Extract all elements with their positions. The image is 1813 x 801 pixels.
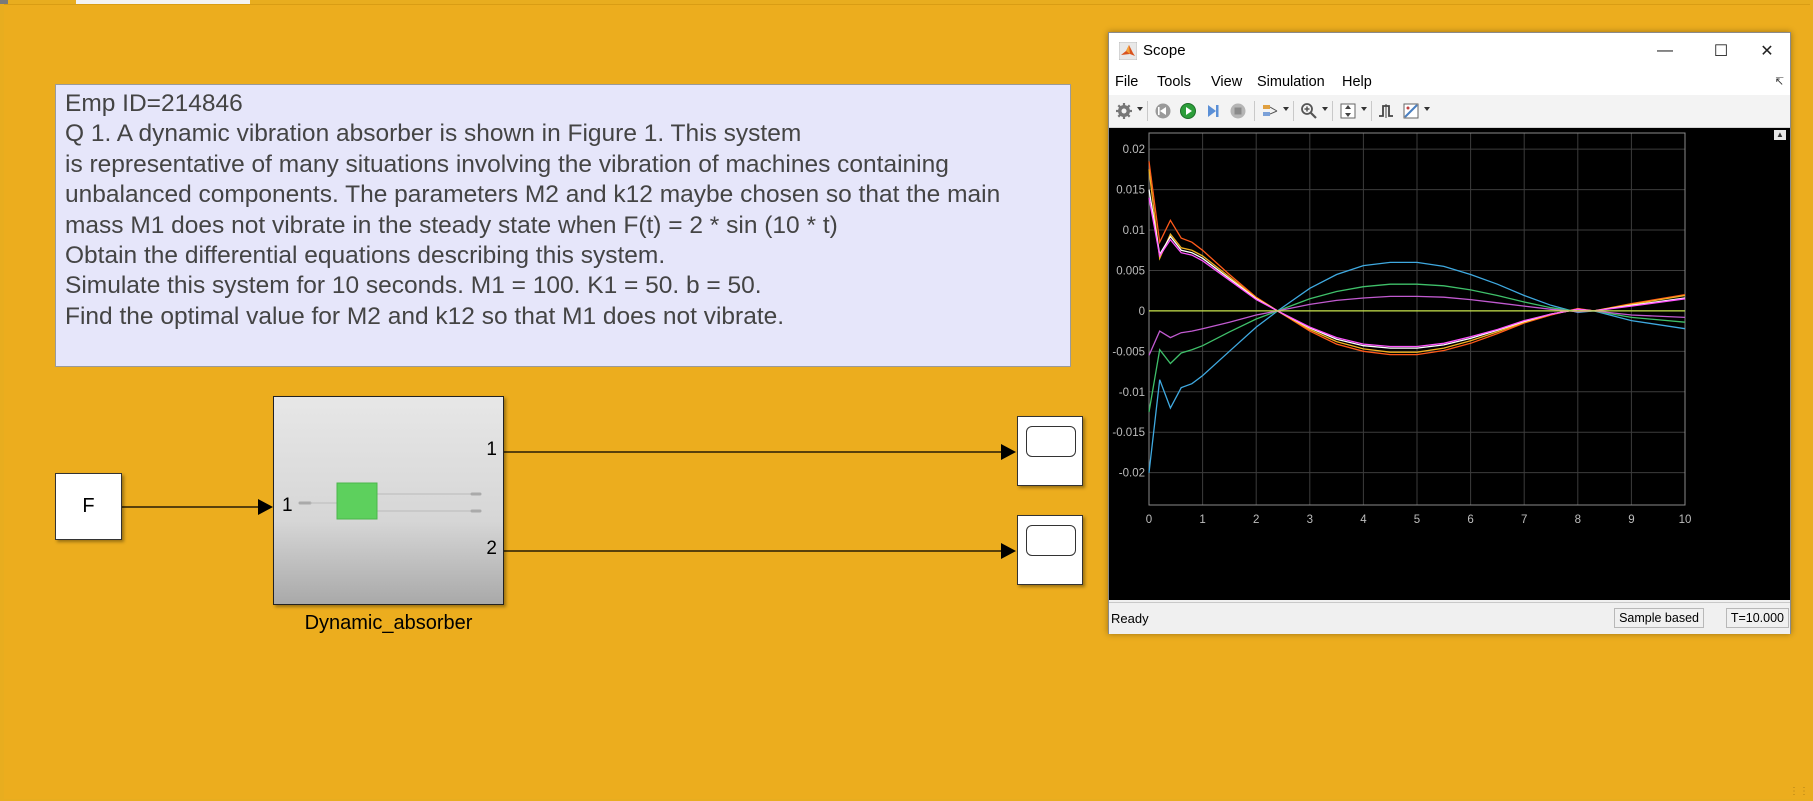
signal-highlight-icon[interactable] [1261,102,1279,120]
x-tick-label: 2 [1253,514,1259,526]
annotation-box[interactable]: Emp ID=214846 Q 1. A dynamic vibration a… [55,84,1071,367]
arrow-head-icon [258,499,273,515]
annotation-line: Q 1. A dynamic vibration absorber is sho… [65,120,802,148]
highlight-dropdown-icon[interactable] [1283,107,1289,111]
stop-icon[interactable] [1229,102,1247,120]
close-button[interactable]: ✕ [1760,43,1774,60]
x-tick-label: 10 [1679,514,1692,526]
annotation-line: Emp ID=214846 [65,90,243,117]
time-indicator: T=10.000 [1725,608,1789,628]
x-tick-label: 3 [1307,514,1313,526]
annotation-line: Simulate this system for 10 seconds. M1 … [65,272,762,300]
toolbar-separator [1293,101,1294,121]
scope-plot[interactable]: 0 1 2 3 4 5 6 7 8 9 10 -0.02 -0.015 -0.01 -0.005 0 0.005… [1109,128,1790,600]
expand-axes-icon[interactable]: ▲ [1774,130,1786,140]
scope-window[interactable]: Scope — ☐ ✕ File Tools View Simulation H… [1108,32,1791,634]
measurements-icon[interactable] [1402,102,1420,120]
menu-file[interactable]: File [1115,74,1139,90]
resize-grip-icon[interactable]: ⋮⋮ [1789,786,1809,797]
annotation-line: mass M1 does not vibrate in the steady s… [65,211,838,239]
outport-1-label: 1 [486,439,497,460]
minimize-button[interactable]: — [1657,42,1673,59]
y-tick-label: -0.005 [1112,346,1145,358]
scale-axes-icon[interactable] [1339,102,1357,120]
x-tick-label: 8 [1575,514,1581,526]
status-text: Ready [1111,611,1149,626]
x-tick-label: 9 [1628,514,1634,526]
outport-2-label: 2 [486,538,497,559]
toolbar-separator [1147,101,1148,121]
x-tick-label: 7 [1521,514,1527,526]
matlab-icon [1119,42,1137,60]
subsystem-block[interactable]: 1 1 2 [273,396,504,605]
run-icon[interactable] [1179,102,1197,120]
arrow-head-icon [1001,543,1016,559]
subsystem-name[interactable]: Dynamic_absorber [304,612,473,634]
undock-icon[interactable]: ↸ [1774,76,1784,88]
scope-chart: 0 1 2 3 4 5 6 7 8 9 10 -0.02 -0.015 -0.01 -0.005 0 0.005… [1112,132,1692,526]
source-block-f[interactable]: F [55,473,122,540]
scope-screen-icon [1026,525,1076,556]
menu-tools[interactable]: Tools [1157,74,1191,90]
scope-menubar: File Tools View Simulation Help ↸ [1109,69,1790,95]
sample-mode-indicator: Sample based [1614,608,1704,628]
y-tick-label: -0.015 [1112,427,1145,439]
annotation-line: unbalanced components. The parameters M2… [65,181,1001,209]
step-forward-icon[interactable] [1204,102,1222,120]
trigger-icon[interactable] [1377,102,1395,120]
editor-tab[interactable] [76,0,250,4]
measurements-dropdown-icon[interactable] [1424,107,1430,111]
zoom-dropdown-icon[interactable] [1322,107,1328,111]
menu-view[interactable]: View [1211,74,1243,90]
scope-titlebar[interactable]: Scope — ☐ ✕ [1109,33,1790,69]
y-tick-label: -0.01 [1119,387,1145,399]
toolbar-separator [1254,101,1255,121]
scope-screen-icon [1026,426,1076,457]
scope-window-title: Scope [1143,42,1186,59]
source-block-label: F [82,495,95,517]
settings-dropdown-icon[interactable] [1137,107,1143,111]
x-tick-label: 4 [1360,514,1367,526]
scope-block-2[interactable] [1017,515,1083,585]
settings-gear-icon[interactable] [1115,102,1133,120]
corner-marker [0,0,8,4]
scope-statusbar: Ready Sample based T=10.000 [1109,602,1790,634]
inport-label: 1 [282,495,293,516]
y-tick-label: 0 [1139,306,1145,318]
scale-dropdown-icon[interactable] [1361,107,1367,111]
y-tick-label: 0.01 [1123,225,1145,237]
series-line[interactable] [1148,283,1686,413]
arrow-head-icon [1001,444,1016,460]
y-tick-label: 0.005 [1116,265,1145,277]
plot-frame [1148,132,1686,506]
subsystem-green-box [336,482,378,520]
x-tick-label: 0 [1146,514,1152,526]
y-tick-label: -0.02 [1119,468,1145,480]
series-line[interactable] [1148,295,1686,356]
x-tick-label: 1 [1199,514,1205,526]
x-tick-label: 5 [1414,514,1420,526]
scope-toolbar [1109,95,1790,128]
menu-simulation[interactable]: Simulation [1257,74,1325,90]
toolbar-separator [1332,101,1333,121]
zoom-in-icon[interactable] [1300,102,1318,120]
series-line[interactable] [1148,197,1686,348]
series-line[interactable] [1148,261,1686,473]
x-tick-label: 6 [1467,514,1473,526]
y-tick-label: 0.02 [1123,144,1145,156]
subsystem-icon [298,482,482,520]
maximize-button[interactable]: ☐ [1713,43,1729,60]
y-tick-label: 0.015 [1116,185,1145,197]
toolbar-separator [1371,101,1372,121]
step-back-icon[interactable] [1154,102,1172,120]
annotation-line: is representative of many situations inv… [65,150,949,178]
annotation-line: Obtain the differential equations descri… [65,241,666,269]
annotation-line: Find the optimal value for M2 and k12 so… [65,302,785,330]
menu-help[interactable]: Help [1342,74,1372,90]
scope-block-1[interactable] [1017,416,1083,486]
